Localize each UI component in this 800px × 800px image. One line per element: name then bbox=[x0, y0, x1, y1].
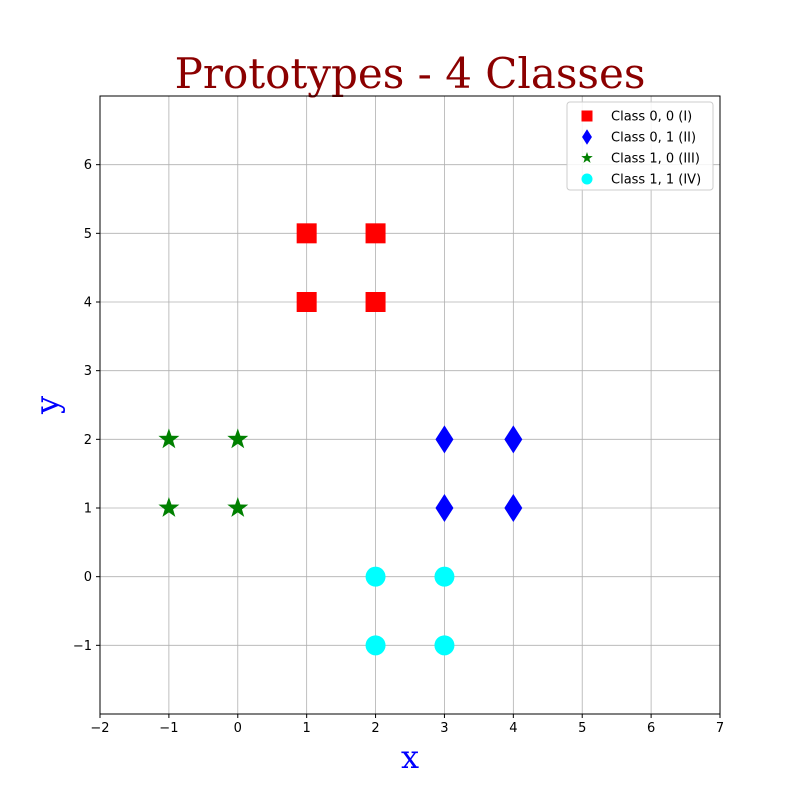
data-point-thin-diamond bbox=[504, 425, 523, 454]
y-tick-label: 1 bbox=[84, 502, 92, 517]
y-tick-label: 0 bbox=[84, 570, 92, 585]
x-tick-label: −1 bbox=[159, 721, 178, 736]
x-tick-label: 0 bbox=[234, 721, 242, 736]
legend-label: Class 1, 1 (IV) bbox=[611, 173, 701, 188]
data-point-square bbox=[365, 223, 386, 244]
y-tick-label: 5 bbox=[84, 227, 92, 242]
data-point-star bbox=[158, 428, 180, 449]
legend-marker-thin-diamond bbox=[582, 129, 592, 145]
data-point-square bbox=[296, 223, 317, 244]
x-tick-label: 4 bbox=[509, 721, 517, 736]
x-tick-label: 6 bbox=[647, 721, 655, 736]
data-point-square bbox=[296, 292, 317, 312]
y-tick-label: 4 bbox=[84, 296, 92, 311]
data-point-thin-diamond bbox=[435, 494, 454, 522]
x-tick-label: 3 bbox=[440, 721, 448, 736]
data-point-thin-diamond bbox=[435, 425, 454, 454]
y-tick-label: −1 bbox=[73, 639, 92, 654]
data-point-square bbox=[365, 292, 386, 312]
x-tick-label: 2 bbox=[371, 721, 379, 736]
axis-ticks: −2 −1 0 1 2 3 4 5 6 7 −1 0 1 2 3 4 5 6 bbox=[73, 158, 724, 736]
data-point-star bbox=[227, 497, 249, 517]
plot-frame bbox=[99, 95, 721, 715]
grid bbox=[99, 96, 721, 714]
y-tick-label: 6 bbox=[84, 158, 92, 173]
data-point-thin-diamond bbox=[504, 494, 523, 522]
legend: Class 0, 0 (I) Class 0, 1 (II) Class 1, 0 … bbox=[566, 101, 714, 191]
legend-marker-circle bbox=[581, 173, 593, 185]
y-tick-label: 2 bbox=[84, 433, 92, 448]
data-point-circle bbox=[434, 566, 455, 587]
data-point-circle bbox=[434, 635, 455, 656]
data-points bbox=[158, 223, 523, 656]
data-point-star bbox=[227, 428, 249, 449]
x-tick-label: 1 bbox=[303, 721, 311, 736]
x-tick-label: 7 bbox=[716, 721, 724, 736]
x-tick-label: 5 bbox=[578, 721, 586, 736]
y-tick-label: 3 bbox=[84, 364, 92, 379]
legend-marker-square bbox=[581, 110, 593, 122]
legend-label: Class 1, 0 (III) bbox=[611, 152, 700, 167]
legend-box bbox=[566, 101, 714, 191]
data-point-circle bbox=[365, 635, 386, 656]
legend-marker-star bbox=[581, 151, 593, 163]
x-axis-label: x bbox=[401, 738, 419, 776]
data-point-star bbox=[158, 497, 180, 517]
data-point-circle bbox=[365, 566, 386, 587]
legend-label: Class 0, 1 (II) bbox=[611, 131, 696, 146]
x-tick-label: −2 bbox=[90, 721, 109, 736]
chart-title: Prototypes - 4 Classes bbox=[175, 49, 646, 98]
legend-label: Class 0, 0 (I) bbox=[611, 110, 692, 125]
y-axis-label: y bbox=[28, 396, 66, 415]
